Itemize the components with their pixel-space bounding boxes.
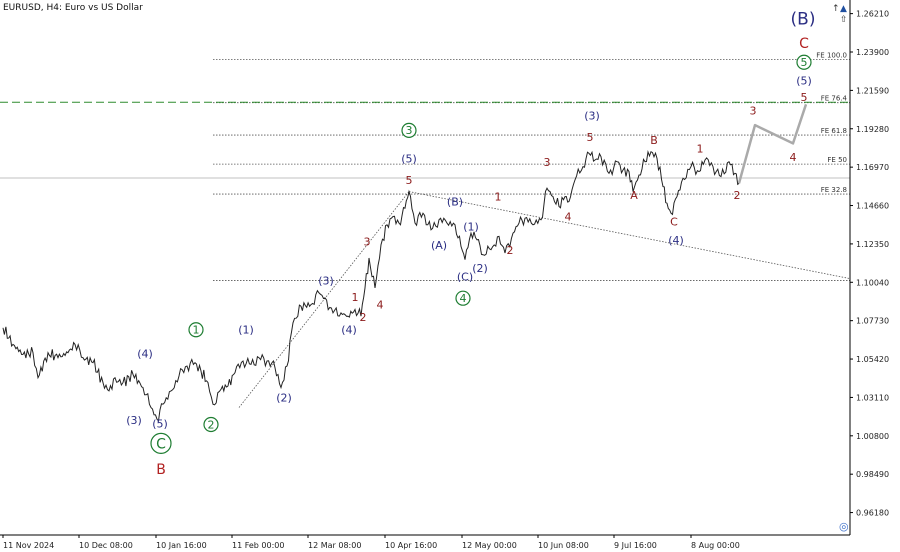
wave-label: B [650, 134, 658, 147]
wave-label: A [630, 189, 638, 202]
fibonacci-levels: FE 100.0 FE 76.4 FE 61.8 FE 50 FE 32.8 [213, 51, 850, 281]
wave-label: 2 [507, 244, 514, 257]
fib-level-label: FE 100.0 [816, 51, 847, 59]
wave-label: 4 [790, 151, 797, 164]
fib-level-label: FE 76.4 [821, 95, 848, 103]
x-tick-label: 9 Jul 16:00 [614, 541, 657, 550]
y-tick-label: 1.19280 [856, 125, 889, 134]
y-tick-label: 0.96180 [856, 509, 889, 518]
wave-label: 4 [377, 299, 384, 312]
wave-label: (4) [137, 348, 153, 361]
wave-label: 5 [587, 131, 594, 144]
wave-label: 1 [193, 324, 200, 337]
wave-label: (C) [457, 270, 473, 283]
price-series [2, 149, 740, 422]
wave-label: 2 [360, 311, 367, 324]
wave-label: 1 [352, 291, 359, 304]
trend-lines [238, 191, 852, 408]
wave-label: 3 [544, 156, 551, 169]
wave-label: (3) [126, 414, 142, 427]
y-tick-label: 1.05420 [856, 355, 889, 364]
x-tick-label: 11 Nov 2024 [3, 541, 54, 550]
wave-label: (5) [796, 74, 812, 87]
wave-label: 3 [406, 124, 413, 137]
scroll-icon[interactable]: ⇧ [840, 15, 848, 25]
wave-label-circle [455, 290, 471, 306]
wave-label: 3 [750, 104, 757, 117]
wave-label: (1) [463, 221, 479, 234]
x-tick-label: 10 Apr 16:00 [385, 541, 437, 550]
y-tick-label: 1.16970 [856, 163, 889, 172]
wave-label: (3) [584, 109, 600, 122]
y-tick-label: 0.98490 [856, 470, 889, 479]
x-tick-label: 11 Feb 00:00 [232, 541, 284, 550]
x-tick-label: 12 Mar 08:00 [308, 541, 361, 550]
price-level-lines: 1.208761.16315 [0, 96, 899, 185]
wave-label: 4 [460, 292, 467, 305]
wave-label: 5 [406, 174, 413, 187]
y-tick-label: 1.23900 [856, 48, 889, 57]
price-line [2, 149, 740, 422]
y-tick-label: 1.14660 [856, 202, 889, 211]
trend-line [238, 191, 410, 408]
x-tick-label: 8 Aug 00:00 [691, 541, 740, 550]
wave-label: (5) [152, 418, 168, 431]
wave-label: 4 [565, 211, 572, 224]
wave-label: 1 [495, 191, 502, 204]
projection-line [737, 103, 808, 184]
x-tick-label: 10 Dec 08:00 [79, 541, 133, 550]
wave-label: B [156, 462, 166, 478]
y-tick-label: 1.21590 [856, 86, 889, 95]
fib-level-label: FE 32.8 [821, 186, 847, 194]
wave-label: (4) [341, 324, 357, 337]
y-tick-label: 1.12350 [856, 240, 889, 249]
wave-label-circle [796, 54, 812, 70]
fib-level-label: FE 50 [827, 156, 847, 164]
wave-label-circle [188, 322, 204, 338]
x-tick-label: 10 Jun 08:00 [538, 541, 589, 550]
wave-label: (4) [668, 234, 684, 247]
trend-line [408, 191, 852, 280]
y-tick-label: 1.03110 [856, 393, 889, 402]
y-tick-label: 1.26210 [856, 10, 889, 19]
wave-label: (B) [447, 196, 463, 209]
autoscroll-icon[interactable]: ◎ [839, 520, 849, 533]
fib-level-label: FE 61.8 [821, 127, 847, 135]
wave-label: (1) [238, 324, 254, 337]
x-tick-label: 12 May 00:00 [462, 541, 517, 550]
wave-label: 1 [697, 143, 704, 156]
projection-path [737, 103, 808, 184]
wave-label: C [670, 216, 678, 229]
x-tick-label: 10 Jan 16:00 [156, 541, 207, 550]
y-tick-label: 1.07730 [856, 317, 889, 326]
wave-labels: (4)(3) (5)CB12(1)(2)(3)(4)12343(5)5(A)(B)… [126, 10, 815, 478]
wave-label: (2) [472, 262, 488, 275]
y-tick-label: 1.10040 [856, 278, 889, 287]
wave-label-circle [401, 122, 417, 138]
toolbar-up-arrow-icon[interactable]: ↑ [832, 4, 840, 14]
chart-title: EURUSD, H4: Euro vs US Dollar [3, 3, 143, 13]
trader-hat-icon[interactable]: ▲ [840, 4, 847, 14]
wave-label: (2) [276, 392, 292, 405]
price-axis-background [850, 0, 900, 552]
wave-label: 2 [734, 189, 741, 202]
wave-label: (3) [318, 275, 334, 288]
wave-label: 5 [801, 91, 808, 104]
y-tick-label: 1.00800 [856, 432, 889, 441]
wave-label: C [156, 436, 166, 452]
wave-label: 3 [364, 236, 371, 249]
wave-label-circle [150, 432, 172, 454]
wave-label: (5) [401, 152, 417, 165]
wave-label: (A) [431, 239, 447, 252]
wave-label: (B) [791, 10, 816, 30]
wave-label: 5 [801, 56, 808, 69]
wave-label: 2 [208, 418, 215, 431]
wave-label: C [799, 36, 809, 52]
wave-label-circle [203, 416, 219, 433]
